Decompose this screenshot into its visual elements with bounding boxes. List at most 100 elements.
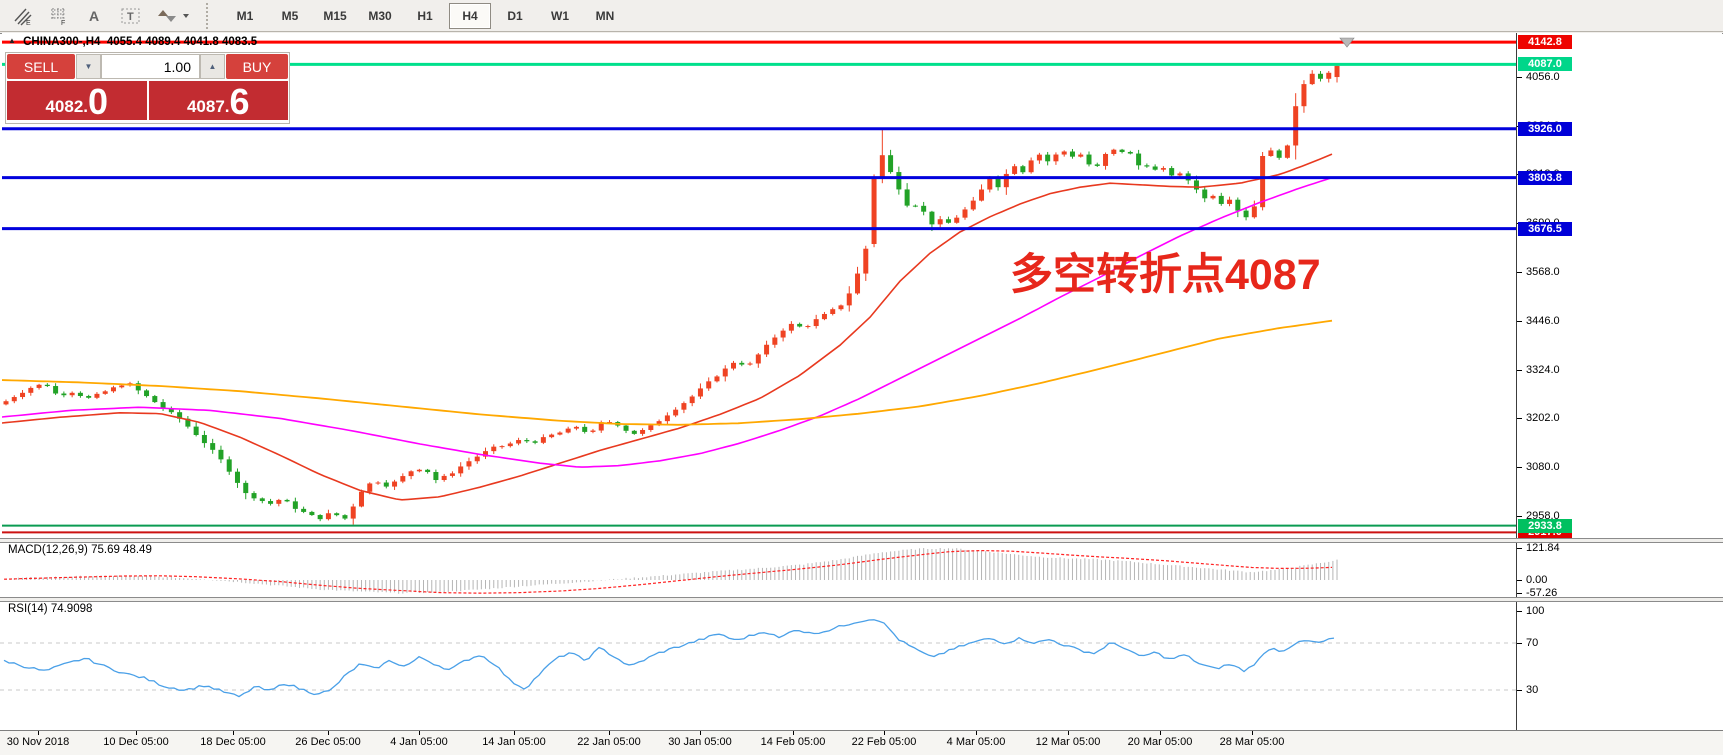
- ma-slow-orange: [2, 319, 1333, 426]
- fibo-grid-icon[interactable]: F: [44, 4, 74, 28]
- price-badge-3926.0: 3926.0: [1518, 121, 1572, 136]
- x-tick-dash: [700, 731, 701, 735]
- y-tick-label: 3568.0: [1526, 266, 1560, 278]
- toolbar: E F A T M1 M5 M15 M30 H1 H4 D1 W1 MN: [0, 0, 1723, 32]
- x-tick-label: 22 Jan 05:00: [577, 736, 641, 748]
- time-axis[interactable]: 30 Nov 2018 10 Dec 05:00 18 Dec 05:00 26 De…: [0, 730, 1723, 755]
- splitter-chart-macd[interactable]: [0, 538, 1723, 543]
- x-tick-label: 26 Dec 05:00: [295, 736, 361, 748]
- timeframe-button-MN[interactable]: MN: [595, 8, 615, 23]
- y-tick-dash: [1517, 369, 1522, 371]
- y-tick-label: 3080.0: [1526, 461, 1560, 474]
- timeframe-button-W1[interactable]: W1: [551, 8, 569, 23]
- x-tick-label: 22 Feb 05:00: [851, 736, 917, 748]
- rsi-plot[interactable]: [0, 600, 1516, 728]
- x-tick-label: 14 Feb 05:00: [760, 736, 826, 748]
- x-tick-label: 18 Dec 05:00: [200, 736, 266, 748]
- price-axis[interactable]: 4056.03934.03812.03690.03568.03446.03324…: [1516, 33, 1722, 730]
- macd-plot[interactable]: [0, 541, 1516, 598]
- y-tick-dash: [1517, 593, 1522, 594]
- price-badge-2933.8: 2933.8: [1518, 518, 1572, 533]
- sell-price-big: 0: [88, 81, 109, 123]
- x-tick-label: 4 Jan 05:00: [390, 736, 448, 748]
- timeframe-button-M5[interactable]: M5: [281, 8, 299, 23]
- buy-price-big: 6: [229, 81, 250, 123]
- macd-label: MACD(12,26,9) 75.69 48.49: [8, 544, 152, 556]
- timeframe-button-H1[interactable]: H1: [417, 8, 433, 23]
- y-tick-dash: [1517, 548, 1522, 549]
- volume-decrease-button[interactable]: ▼: [76, 54, 101, 79]
- x-tick-dash: [38, 731, 39, 735]
- rsi-line: [3, 619, 1335, 698]
- y-tick-label: 3202.0: [1526, 412, 1560, 425]
- y-tick-dash: [1517, 690, 1522, 691]
- candles-layer: [3, 63, 1340, 525]
- rsi-axis-label: 100: [1526, 605, 1545, 617]
- sell-button[interactable]: SELL: [7, 54, 75, 79]
- sell-price-display[interactable]: 4082. 0: [7, 81, 147, 120]
- y-tick-dash: [1517, 643, 1522, 644]
- x-tick-label: 20 Mar 05:00: [1127, 736, 1193, 748]
- x-tick-dash: [1252, 731, 1253, 735]
- macd-signal-line: [3, 549, 1333, 594]
- x-tick-label: 30 Nov 2018: [6, 736, 70, 748]
- y-tick-dash: [1517, 467, 1522, 469]
- buy-price-dot: .: [224, 97, 230, 116]
- y-tick-label: 3446.0: [1526, 314, 1560, 327]
- svg-text:F: F: [61, 20, 65, 26]
- x-tick-dash: [136, 731, 137, 735]
- timeframe-button-H4[interactable]: H4: [449, 2, 491, 29]
- timeframe-group: M1 M5 M15 M30 H1 H4 D1 W1 MN: [224, 2, 629, 29]
- x-tick-label: 4 Mar 05:00: [946, 736, 1006, 748]
- y-tick-dash: [1517, 320, 1522, 322]
- volume-increase-button[interactable]: ▲: [200, 54, 225, 79]
- x-tick-label: 12 Mar 05:00: [1035, 736, 1101, 748]
- text-icon[interactable]: A: [80, 4, 110, 28]
- symbol-label: CHINA300-,H4: [23, 36, 101, 48]
- arrow-objects-icon[interactable]: [152, 4, 196, 28]
- hline-marker[interactable]: [1339, 37, 1355, 48]
- x-tick-label: 28 Mar 05:00: [1219, 736, 1285, 748]
- rsi-axis-label: 70: [1526, 637, 1539, 649]
- buy-price-display[interactable]: 4087. 6: [148, 81, 288, 123]
- macd-axis-label: 0.00: [1526, 574, 1548, 586]
- y-tick-dash: [1517, 76, 1522, 78]
- y-tick-dash: [1517, 418, 1522, 420]
- x-tick-dash: [328, 731, 329, 735]
- timeframe-button-M30[interactable]: M30: [368, 8, 392, 23]
- y-tick-dash: [1517, 611, 1522, 612]
- y-tick-dash: [1517, 272, 1522, 273]
- timeframe-button-D1[interactable]: D1: [507, 8, 523, 23]
- splitter-macd-rsi[interactable]: [0, 597, 1723, 602]
- macd-axis-label: -57.26: [1526, 587, 1558, 599]
- y-tick-dash: [1517, 516, 1522, 517]
- text-label-icon[interactable]: T: [116, 4, 146, 28]
- x-tick-dash: [233, 731, 234, 735]
- timeframe-button-M15[interactable]: M15: [323, 8, 347, 23]
- sell-price-main: 4082: [45, 97, 84, 116]
- x-tick-dash: [1068, 731, 1069, 735]
- x-tick-dash: [609, 731, 610, 735]
- rsi-axis-label: 30: [1526, 684, 1539, 696]
- equidistant-channel-icon[interactable]: E: [8, 4, 38, 28]
- rsi-label: RSI(14) 74.9098: [8, 603, 93, 615]
- y-tick-label: 3324.0: [1526, 363, 1560, 376]
- x-tick-dash: [793, 731, 794, 735]
- chart-annotation-text: 多空转折点4087: [1010, 251, 1321, 299]
- price-badge-4142.8: 4142.8: [1518, 35, 1572, 50]
- price-badge-4087.0: 4087.0: [1518, 57, 1572, 72]
- timeframe-button-M1[interactable]: M1: [236, 8, 254, 23]
- macd-axis-label: 121.84: [1526, 542, 1560, 554]
- y-tick-dash: [1517, 580, 1522, 581]
- volume-input[interactable]: 1.00: [101, 54, 200, 79]
- svg-text:E: E: [26, 20, 31, 26]
- x-tick-label: 10 Dec 05:00: [103, 736, 169, 748]
- sell-price-dot: .: [83, 97, 89, 116]
- x-tick-label: 14 Jan 05:00: [482, 736, 546, 748]
- buy-button[interactable]: BUY: [226, 54, 288, 79]
- price-badge-3676.5: 3676.5: [1518, 221, 1572, 236]
- collapse-arrow-icon[interactable]: ▲: [8, 36, 16, 45]
- x-tick-label: 30 Jan 05:00: [668, 736, 732, 748]
- ma-mid-magenta: [2, 176, 1333, 468]
